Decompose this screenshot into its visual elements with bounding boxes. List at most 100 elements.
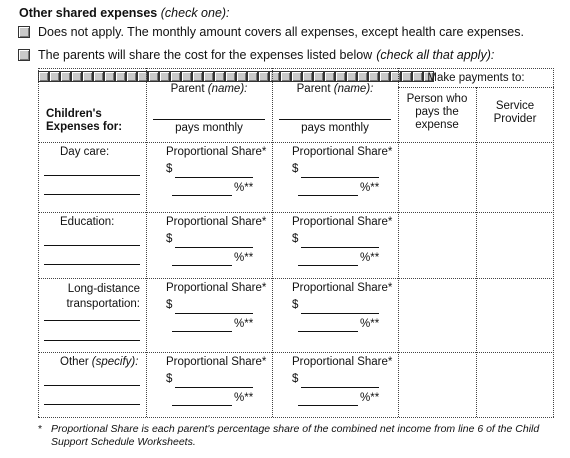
checkbox-day-care-parent-1-dollar[interactable]: [60, 71, 71, 83]
day-care-parent-2-proportional-label: Proportional Share*: [292, 146, 393, 158]
row-education-line-2[interactable]: [44, 264, 140, 265]
checkbox-education-parent-2-dollar[interactable]: [192, 71, 203, 83]
long-distance-parent-1-percent-sign: %**: [234, 318, 254, 330]
row-label-other: Other (specify):: [60, 356, 139, 368]
checkbox-other-service-provider[interactable]: [423, 71, 434, 83]
other-parent-1-percent-sign: %**: [234, 392, 254, 404]
education-parent-2-percent-sign: %**: [360, 252, 380, 264]
other-parent-2-percent-sign: %**: [360, 392, 380, 404]
option-share-cost-note: (check all that apply):: [376, 48, 495, 62]
row-other-line-1[interactable]: [44, 385, 140, 386]
long-distance-parent-2-percent-field[interactable]: [298, 331, 358, 332]
long-distance-parent-1-percent-field[interactable]: [172, 331, 232, 332]
section-title: Other shared expenses (check one):: [19, 6, 230, 20]
other-parent-1-dollar-field[interactable]: [175, 387, 253, 388]
education-parent-2-proportional-label: Proportional Share*: [292, 216, 393, 228]
long-distance-parent-1-dollar-field[interactable]: [175, 313, 253, 314]
row-education-line-1[interactable]: [44, 245, 140, 246]
row-other-line-2[interactable]: [44, 404, 140, 405]
checkbox-day-care-parent-2-dollar[interactable]: [93, 71, 104, 83]
row-long-distance-line-2[interactable]: [44, 340, 140, 341]
checkbox-share-cost[interactable]: [18, 49, 30, 61]
education-parent-1-percent-field[interactable]: [172, 265, 232, 266]
checkbox-day-care-service-provider[interactable]: [126, 71, 137, 83]
checkbox-education-parent-1-proportional[interactable]: [148, 71, 159, 83]
row-label-long-distance: Long-distance transportation:: [66, 283, 140, 310]
education-parent-2-percent-field[interactable]: [298, 265, 358, 266]
checkbox-long-distance[interactable]: [236, 71, 247, 83]
checkbox-other[interactable]: [335, 71, 346, 83]
checkbox-day-care-parent-1-proportional[interactable]: [49, 71, 60, 83]
other-parent-1-dollar-sign: $: [166, 373, 173, 385]
checkbox-day-care-parent-2-percent[interactable]: [104, 71, 115, 83]
checkbox-education-service-provider[interactable]: [225, 71, 236, 83]
checkbox-other-person-pays[interactable]: [412, 71, 423, 83]
day-care-parent-1-dollar-sign: $: [166, 163, 173, 175]
option-share-cost[interactable]: The parents will share the cost for the …: [18, 48, 494, 62]
checkbox-does-not-apply[interactable]: [18, 26, 30, 38]
checkbox-other-parent-2-percent[interactable]: [401, 71, 412, 83]
checkbox-long-distance-parent-2-proportional[interactable]: [280, 71, 291, 83]
checkbox-long-distance-parent-1-proportional[interactable]: [247, 71, 258, 83]
day-care-parent-2-dollar-field[interactable]: [301, 177, 379, 178]
checkbox-other-parent-1-percent[interactable]: [368, 71, 379, 83]
option-does-not-apply[interactable]: Does not apply. The monthly amount cover…: [18, 25, 524, 39]
checkbox-day-care-parent-1-percent[interactable]: [71, 71, 82, 83]
day-care-parent-1-percent-sign: %**: [234, 182, 254, 194]
expenses-table: Children's Expenses for: Parent (name): …: [38, 68, 554, 418]
other-parent-2-percent-field[interactable]: [298, 405, 358, 406]
day-care-parent-1-percent-field[interactable]: [172, 195, 232, 196]
checkbox-education-parent-1-percent[interactable]: [170, 71, 181, 83]
checkbox-education[interactable]: [137, 71, 148, 83]
long-distance-parent-1-dollar-sign: $: [166, 299, 173, 311]
education-parent-1-percent-sign: %**: [234, 252, 254, 264]
long-distance-parent-2-dollar-sign: $: [292, 299, 299, 311]
day-care-parent-2-percent-sign: %**: [360, 182, 380, 194]
row-long-distance-line-1[interactable]: [44, 320, 140, 321]
checkbox-day-care[interactable]: [38, 71, 49, 83]
long-distance-parent-1-proportional-label: Proportional Share*: [166, 282, 267, 294]
row-day-care-line-1[interactable]: [44, 175, 140, 176]
education-parent-2-dollar-field[interactable]: [301, 247, 379, 248]
day-care-parent-1-proportional-label: Proportional Share*: [166, 146, 267, 158]
checkbox-long-distance-parent-1-dollar[interactable]: [258, 71, 269, 83]
header-parent-2-pays: pays monthly: [301, 122, 369, 134]
header-parent-2: Parent (name):: [296, 83, 374, 95]
option-does-not-apply-label: Does not apply. The monthly amount cover…: [38, 25, 524, 39]
long-distance-parent-2-dollar-field[interactable]: [301, 313, 379, 314]
footnote-marker: *: [38, 423, 43, 435]
checkbox-day-care-parent-2-proportional[interactable]: [82, 71, 93, 83]
parent-1-name-field[interactable]: [153, 119, 265, 120]
checkbox-long-distance-person-pays[interactable]: [313, 71, 324, 83]
option-share-cost-label: The parents will share the cost for the …: [38, 48, 373, 62]
checkbox-other-parent-1-dollar[interactable]: [357, 71, 368, 83]
checkbox-other-parent-2-proportional[interactable]: [379, 71, 390, 83]
checkbox-education-parent-2-percent[interactable]: [203, 71, 214, 83]
checkbox-long-distance-parent-1-percent[interactable]: [269, 71, 280, 83]
other-parent-1-percent-field[interactable]: [172, 405, 232, 406]
checkbox-long-distance-parent-2-dollar[interactable]: [291, 71, 302, 83]
header-children-expenses: Children's Expenses for:: [46, 108, 123, 133]
row-day-care-line-2[interactable]: [44, 194, 140, 195]
education-parent-1-dollar-field[interactable]: [175, 247, 253, 248]
other-parent-2-dollar-field[interactable]: [301, 387, 379, 388]
checkbox-education-person-pays[interactable]: [214, 71, 225, 83]
long-distance-parent-2-percent-sign: %**: [360, 318, 380, 330]
long-distance-parent-2-proportional-label: Proportional Share*: [292, 282, 393, 294]
checkbox-long-distance-parent-2-percent[interactable]: [302, 71, 313, 83]
checkbox-education-parent-2-proportional[interactable]: [181, 71, 192, 83]
parent-2-name-field[interactable]: [279, 119, 391, 120]
header-parent-1-pays: pays monthly: [175, 122, 243, 134]
day-care-parent-2-percent-field[interactable]: [298, 195, 358, 196]
header-service-provider: Service Provider: [493, 100, 537, 125]
checkbox-other-parent-1-proportional[interactable]: [346, 71, 357, 83]
other-parent-2-dollar-sign: $: [292, 373, 299, 385]
other-parent-2-proportional-label: Proportional Share*: [292, 356, 393, 368]
education-parent-2-dollar-sign: $: [292, 233, 299, 245]
header-person-pays: Person who pays the expense: [406, 93, 468, 131]
checkbox-education-parent-1-dollar[interactable]: [159, 71, 170, 83]
checkbox-other-parent-2-dollar[interactable]: [390, 71, 401, 83]
day-care-parent-1-dollar-field[interactable]: [175, 177, 253, 178]
checkbox-long-distance-service-provider[interactable]: [324, 71, 335, 83]
checkbox-day-care-person-pays[interactable]: [115, 71, 126, 83]
